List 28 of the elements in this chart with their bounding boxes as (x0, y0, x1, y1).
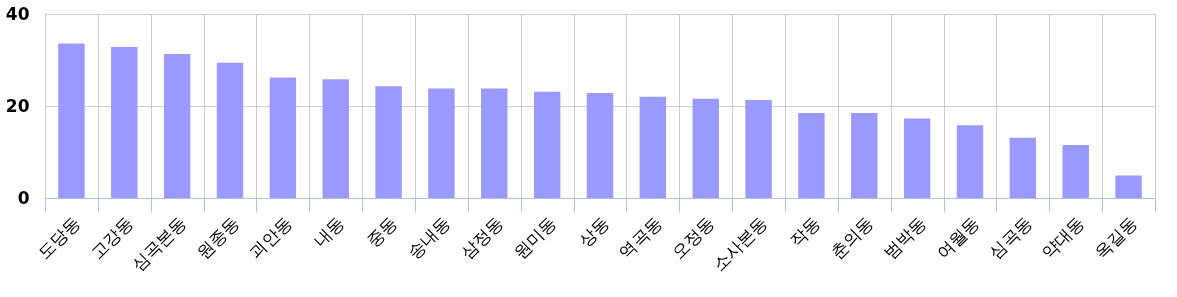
bar (586, 93, 614, 198)
x-tick-label: 상동 (574, 212, 613, 251)
x-tick-label: 중동 (362, 212, 402, 251)
bar (375, 86, 402, 198)
bar (903, 118, 931, 198)
bar (481, 88, 508, 198)
bar (956, 125, 984, 198)
bar (428, 88, 455, 198)
x-tick-label: 내동 (310, 212, 349, 251)
bar (269, 77, 297, 198)
y-tick-label: 20 (5, 95, 30, 116)
bar (798, 112, 825, 198)
bar (216, 62, 244, 198)
bar (58, 43, 85, 198)
y-tick-label: 0 (17, 187, 30, 208)
bar (851, 112, 878, 198)
bar (322, 79, 349, 198)
bar (111, 47, 138, 198)
x-tick-label: 작동 (785, 212, 824, 251)
bar (745, 100, 772, 198)
bar (1009, 137, 1037, 198)
bar (1062, 145, 1089, 198)
y-tick-label: 40 (5, 3, 30, 24)
bar (639, 96, 667, 198)
bar (692, 98, 719, 198)
bar (1115, 175, 1142, 198)
bar (163, 54, 191, 198)
bar (533, 91, 561, 198)
